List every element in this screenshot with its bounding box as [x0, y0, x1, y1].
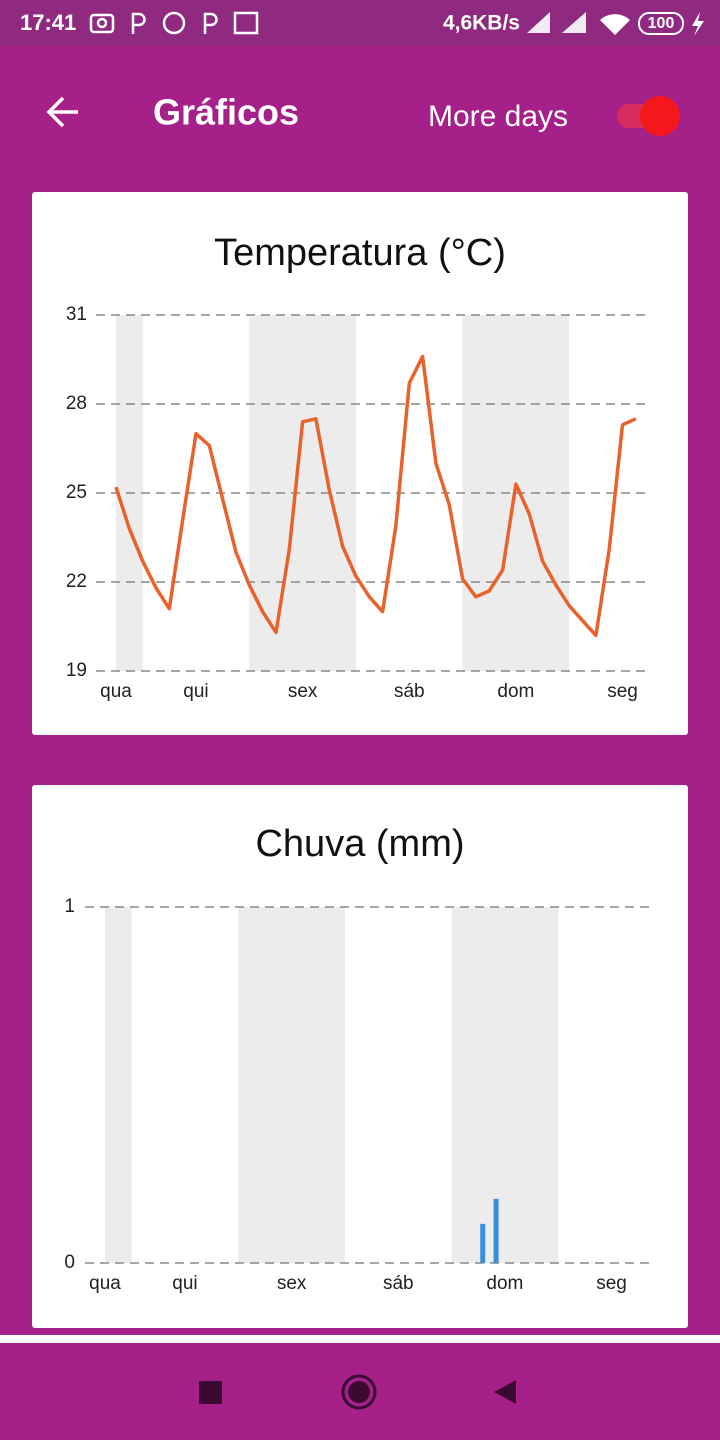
status-time: 17:41 [20, 10, 76, 35]
x-tick-label: qua [100, 681, 132, 702]
status-bar [0, 0, 720, 46]
x-tick-label: dom [486, 1273, 523, 1294]
battery-outline [638, 12, 684, 35]
charging-icon [692, 12, 704, 36]
status-icons [89, 11, 259, 35]
bar [493, 1198, 499, 1263]
x-tick-label: sex [288, 681, 318, 702]
y-tick-label: 25 [66, 482, 87, 503]
bar [480, 1223, 486, 1263]
x-tick-label: qua [89, 1273, 121, 1294]
x-tick-label: dom [497, 681, 534, 702]
y-tick-label: 31 [66, 304, 87, 325]
signal-icons [527, 12, 630, 35]
status-speed: 4,6KB/s [443, 12, 520, 35]
x-tick-label: seg [596, 1273, 627, 1294]
x-tick-label: qui [172, 1273, 197, 1294]
chart-title: Chuva (mm) [255, 823, 464, 865]
y-tick-label: 28 [66, 393, 87, 414]
x-tick-label: qui [183, 681, 208, 702]
nav-home[interactable] [341, 1374, 377, 1410]
day-band [105, 907, 132, 1263]
toggle-label: More days [428, 100, 568, 133]
temperature-line [114, 354, 637, 638]
x-tick-label: sex [277, 1273, 307, 1294]
chart-title: Temperatura (°C) [214, 232, 506, 274]
y-tick-label: 22 [66, 571, 87, 592]
x-tick-label: seg [607, 681, 638, 702]
y-tick-label: 0 [64, 1252, 75, 1273]
back-button[interactable] [46, 96, 78, 128]
divider [0, 1335, 720, 1343]
toggle-thumb [640, 96, 680, 136]
day-band [238, 907, 345, 1263]
day-band [451, 907, 559, 1263]
nav-back[interactable] [494, 1380, 516, 1404]
x-tick-label: sáb [383, 1273, 414, 1294]
y-tick-label: 1 [64, 896, 75, 917]
nav-recents[interactable] [199, 1381, 222, 1404]
toggle-switch[interactable] [617, 96, 680, 136]
battery-level: 100 [648, 15, 675, 32]
app-title: Gráficos [153, 92, 299, 133]
y-tick-label: 19 [66, 660, 87, 681]
x-tick-label: sáb [394, 681, 425, 702]
